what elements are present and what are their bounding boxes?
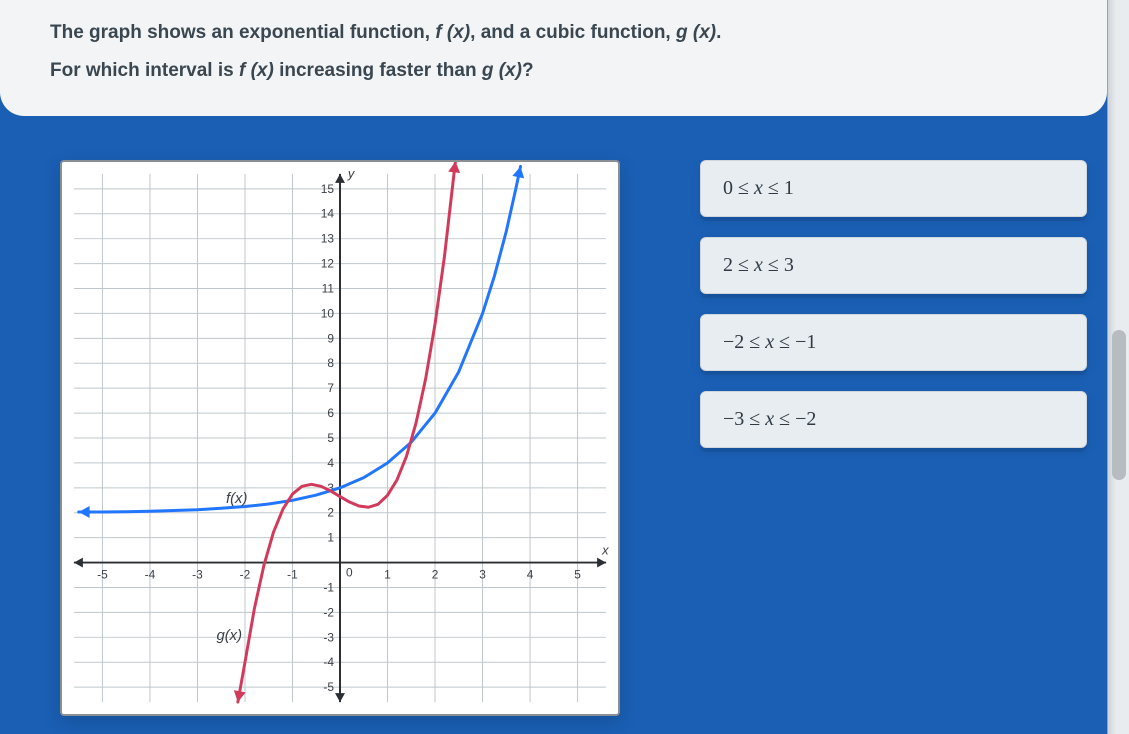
graph-container: -5-4-3-2-1012345-5-4-3-2-112345678910111…: [60, 160, 620, 716]
svg-text:10: 10: [321, 306, 335, 320]
svg-text:7: 7: [327, 381, 334, 395]
q1-text-c: .: [716, 22, 721, 43]
svg-text:9: 9: [327, 331, 334, 345]
ans-rhs: 1: [784, 177, 794, 199]
q-f-of-x-2: f (x): [239, 60, 274, 81]
svg-text:-4: -4: [145, 567, 156, 581]
ans-rhs: −1: [795, 331, 816, 353]
svg-text:2: 2: [327, 506, 334, 520]
answers-panel: 0 ≤ x ≤ 1 2 ≤ x ≤ 3 −2 ≤ x ≤ −1 −3 ≤ x ≤ −2: [640, 150, 1107, 734]
svg-text:1: 1: [327, 531, 334, 545]
answer-choice-2[interactable]: 2 ≤ x ≤ 3: [700, 237, 1087, 294]
q-g-of-x-2: g (x): [482, 60, 522, 81]
svg-text:6: 6: [327, 406, 334, 420]
svg-text:8: 8: [327, 356, 334, 370]
svg-text:f(x): f(x): [226, 491, 248, 507]
content-row: -5-4-3-2-1012345-5-4-3-2-112345678910111…: [0, 150, 1107, 734]
svg-text:1: 1: [384, 567, 391, 581]
svg-text:-3: -3: [192, 567, 203, 581]
q-g-of-x: g (x): [676, 22, 716, 43]
answer-choice-3[interactable]: −2 ≤ x ≤ −1: [700, 314, 1087, 371]
ans-var: x: [754, 254, 763, 276]
ans-op1: ≤: [738, 177, 749, 199]
scrollbar-thumb[interactable]: [1112, 330, 1126, 480]
svg-text:14: 14: [321, 207, 335, 221]
svg-text:2: 2: [432, 567, 439, 581]
svg-text:-2: -2: [323, 605, 334, 619]
answer-choice-4[interactable]: −3 ≤ x ≤ −2: [700, 391, 1087, 448]
ans-lhs: 0: [723, 177, 733, 199]
ans-op2: ≤: [779, 408, 790, 430]
ans-rhs: 3: [784, 254, 794, 276]
svg-text:x: x: [601, 543, 609, 558]
svg-text:4: 4: [527, 567, 534, 581]
svg-text:0: 0: [346, 565, 353, 579]
ans-var: x: [765, 331, 774, 353]
graph-panel: -5-4-3-2-1012345-5-4-3-2-112345678910111…: [0, 150, 640, 734]
svg-text:5: 5: [327, 431, 334, 445]
ans-var: x: [765, 408, 774, 430]
ans-op1: ≤: [738, 254, 749, 276]
ans-op2: ≤: [768, 177, 779, 199]
svg-text:-3: -3: [323, 630, 334, 644]
q2-text-c: ?: [522, 60, 534, 81]
svg-text:-5: -5: [323, 680, 334, 694]
ans-op1: ≤: [749, 331, 760, 353]
ans-rhs: −2: [795, 408, 816, 430]
svg-text:15: 15: [321, 182, 335, 196]
svg-text:-5: -5: [97, 567, 108, 581]
ans-op2: ≤: [768, 254, 779, 276]
q-f-of-x: f (x): [435, 22, 470, 43]
browser-scrollbar-track[interactable]: [1107, 0, 1129, 734]
svg-text:4: 4: [327, 456, 334, 470]
svg-text:12: 12: [321, 257, 335, 271]
svg-text:-4: -4: [323, 655, 334, 669]
ans-op2: ≤: [779, 331, 790, 353]
ans-op1: ≤: [749, 408, 760, 430]
svg-text:13: 13: [321, 232, 335, 246]
svg-text:11: 11: [322, 281, 335, 295]
question-card: The graph shows an exponential function,…: [0, 0, 1107, 116]
q1-text-b: , and a cubic function,: [470, 22, 676, 43]
q2-text-b: increasing faster than: [279, 60, 482, 81]
ans-lhs: −2: [723, 331, 744, 353]
ans-lhs: −3: [723, 408, 744, 430]
question-line-2: For which interval is f (x) increasing f…: [50, 52, 1079, 90]
svg-text:g(x): g(x): [216, 628, 242, 644]
svg-text:-2: -2: [240, 567, 251, 581]
svg-text:5: 5: [574, 567, 581, 581]
ans-var: x: [754, 177, 763, 199]
q1-text-a: The graph shows an exponential function,: [50, 22, 435, 43]
svg-text:-1: -1: [323, 580, 334, 594]
ans-lhs: 2: [723, 254, 733, 276]
answer-choice-1[interactable]: 0 ≤ x ≤ 1: [700, 160, 1087, 217]
function-graph: -5-4-3-2-1012345-5-4-3-2-112345678910111…: [62, 162, 618, 714]
svg-text:3: 3: [479, 567, 486, 581]
svg-text:-1: -1: [287, 567, 298, 581]
q2-text-a: For which interval is: [50, 60, 239, 81]
question-line-1: The graph shows an exponential function,…: [50, 14, 1079, 52]
svg-text:y: y: [347, 166, 356, 181]
